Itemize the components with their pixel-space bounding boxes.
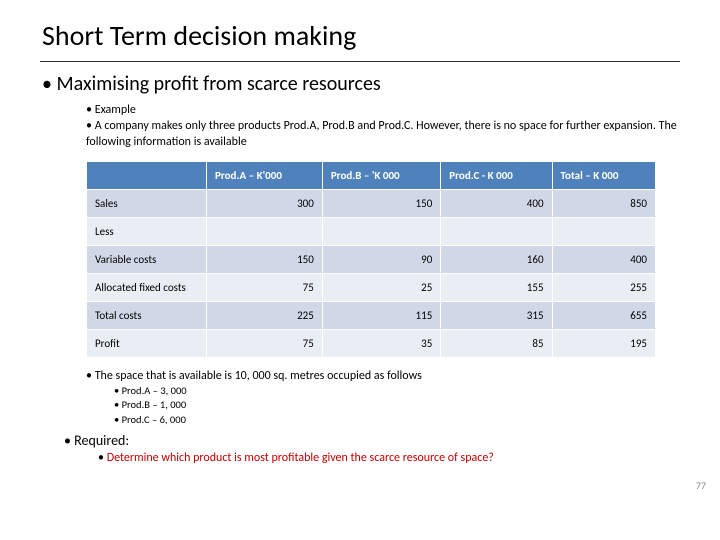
page-number: 77	[696, 479, 706, 492]
table-row: Variable costs 150 90 160 400	[87, 245, 656, 273]
row-label: Sales	[87, 189, 207, 217]
cell: 400	[441, 189, 552, 217]
heading-bullet: Maximising profit from scarce resources	[42, 72, 678, 96]
required-label: Required:	[64, 432, 678, 449]
slide-title: Short Term decision making	[42, 18, 678, 53]
cell	[207, 217, 323, 245]
space-item: Prod.C – 6, 000	[114, 413, 678, 428]
cell: 225	[207, 301, 323, 329]
row-label: Variable costs	[87, 245, 207, 273]
table-row: Profit 75 35 85 195	[87, 329, 656, 357]
cell: 400	[552, 245, 655, 273]
table-row: Total costs 225 115 315 655	[87, 301, 656, 329]
cell: 155	[441, 273, 552, 301]
table-row: Allocated fixed costs 75 25 155 255	[87, 273, 656, 301]
space-intro-bullet: The space that is available is 10, 000 s…	[86, 368, 678, 384]
example-bullet: Example	[86, 102, 678, 118]
cell: 300	[207, 189, 323, 217]
cell: 255	[552, 273, 655, 301]
cell: 160	[441, 245, 552, 273]
cell: 35	[322, 329, 440, 357]
description-bullet: A company makes only three products Prod…	[86, 118, 678, 150]
cell: 150	[207, 245, 323, 273]
cell: 150	[322, 189, 440, 217]
col-prod-a: Prod.A – K'000	[207, 161, 323, 189]
cell: 90	[322, 245, 440, 273]
cell	[322, 217, 440, 245]
cell	[441, 217, 552, 245]
space-item: Prod.B – 1, 000	[114, 398, 678, 413]
products-table: Prod.A – K'000 Prod.B – 'K 000 Prod.C - …	[86, 161, 656, 358]
cell: 75	[207, 273, 323, 301]
cell: 195	[552, 329, 655, 357]
data-table-wrap: Prod.A – K'000 Prod.B – 'K 000 Prod.C - …	[86, 161, 678, 358]
cell: 75	[207, 329, 323, 357]
table-row: Sales 300 150 400 850	[87, 189, 656, 217]
cell: 115	[322, 301, 440, 329]
row-label: Profit	[87, 329, 207, 357]
col-prod-b: Prod.B – 'K 000	[322, 161, 440, 189]
cell: 850	[552, 189, 655, 217]
row-label: Allocated fixed costs	[87, 273, 207, 301]
table-header-row: Prod.A – K'000 Prod.B – 'K 000 Prod.C - …	[87, 161, 656, 189]
col-prod-c: Prod.C - K 000	[441, 161, 552, 189]
row-label: Total costs	[87, 301, 207, 329]
title-underline	[40, 61, 680, 62]
cell: 85	[441, 329, 552, 357]
row-label: Less	[87, 217, 207, 245]
col-total: Total – K 000	[552, 161, 655, 189]
cell: 315	[441, 301, 552, 329]
table-row: Less	[87, 217, 656, 245]
col-blank	[87, 161, 207, 189]
cell	[552, 217, 655, 245]
determine-question: Determine which product is most profitab…	[98, 451, 678, 465]
cell: 655	[552, 301, 655, 329]
space-item: Prod.A – 3, 000	[114, 384, 678, 399]
cell: 25	[322, 273, 440, 301]
